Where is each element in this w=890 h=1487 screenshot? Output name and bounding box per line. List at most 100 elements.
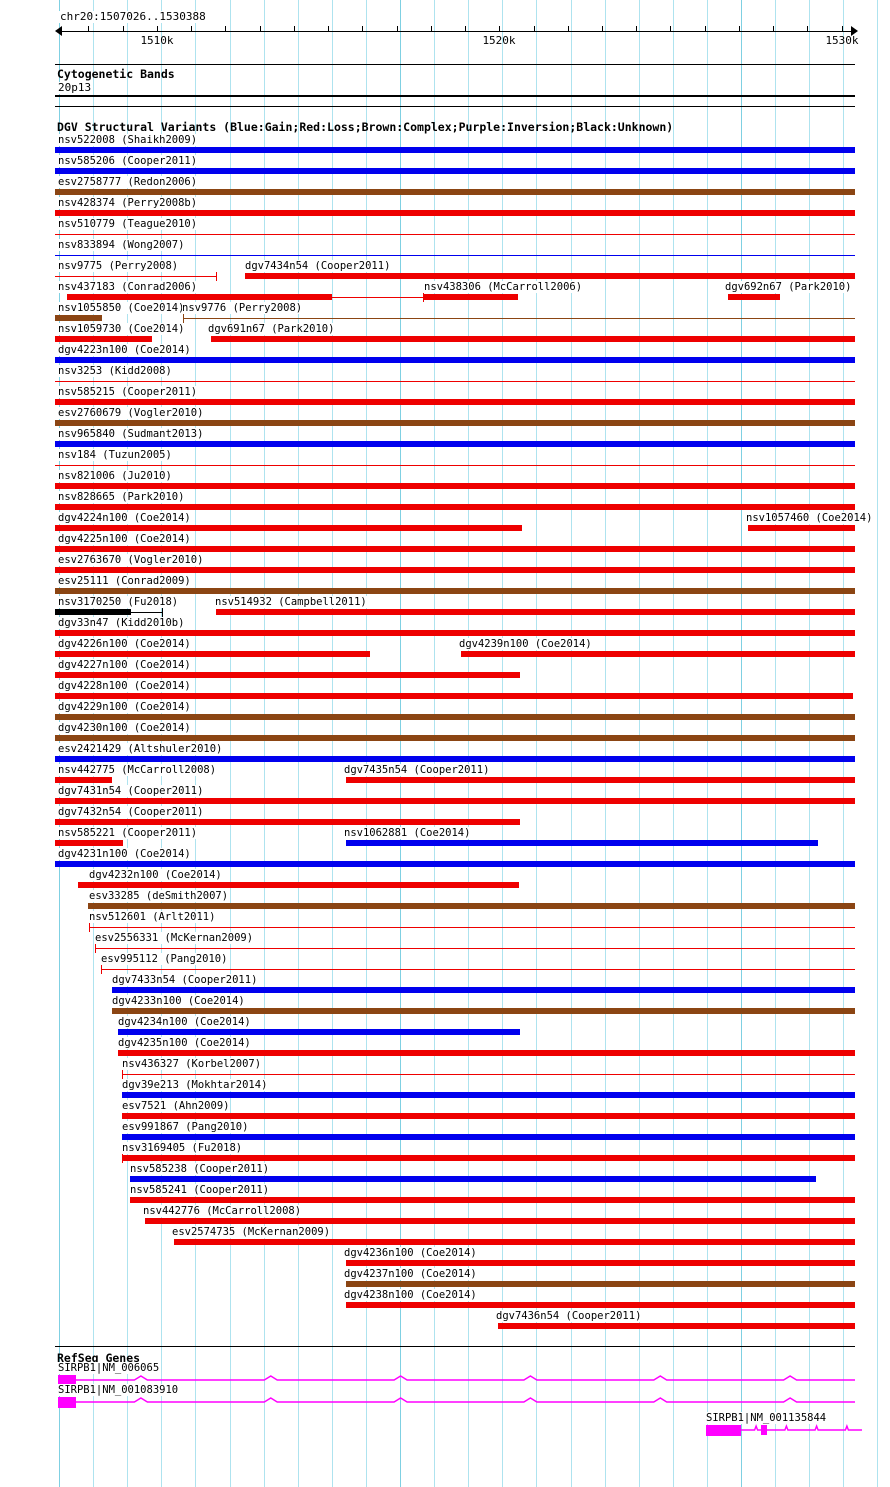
dgv-feature-bar[interactable]	[55, 609, 131, 615]
dgv-feature-label[interactable]: esv25111 (Conrad2009)	[58, 575, 192, 587]
refseq-intron-line[interactable]	[0, 1391, 890, 1413]
dgv-feature-label[interactable]: dgv4234n100 (Coe2014)	[118, 1016, 252, 1028]
dgv-feature-bar[interactable]	[88, 903, 855, 909]
dgv-feature-label[interactable]: dgv33n47 (Kidd2010b)	[58, 617, 186, 629]
dgv-feature-label[interactable]: dgv4225n100 (Coe2014)	[58, 533, 192, 545]
dgv-feature-bar[interactable]	[55, 336, 152, 342]
dgv-feature-label[interactable]: dgv4228n100 (Coe2014)	[58, 680, 192, 692]
dgv-feature-label[interactable]: dgv4236n100 (Coe2014)	[344, 1247, 478, 1259]
dgv-feature-bar[interactable]	[55, 798, 855, 804]
dgv-feature-label[interactable]: nsv1057460 (Coe2014)	[746, 512, 874, 524]
dgv-feature-bar[interactable]	[748, 525, 855, 531]
dgv-feature-label[interactable]: esv2758777 (Redon2006)	[58, 176, 199, 188]
dgv-feature-bar[interactable]	[498, 1323, 855, 1329]
refseq-gene-label[interactable]: SIRPB1|NM_001135844	[706, 1412, 827, 1424]
dgv-feature-label[interactable]: dgv7431n54 (Cooper2011)	[58, 785, 205, 797]
dgv-feature-bar[interactable]	[346, 840, 818, 846]
dgv-feature-bar[interactable]	[55, 441, 855, 447]
dgv-feature-label[interactable]: dgv4235n100 (Coe2014)	[118, 1037, 252, 1049]
dgv-feature-bar[interactable]	[55, 147, 855, 153]
dgv-feature-bar[interactable]	[55, 399, 855, 405]
dgv-feature-bar[interactable]	[424, 294, 518, 300]
dgv-feature-bar[interactable]	[112, 1008, 855, 1014]
dgv-feature-label[interactable]: esv2760679 (Vogler2010)	[58, 407, 205, 419]
dgv-feature-label[interactable]: dgv7435n54 (Cooper2011)	[344, 764, 491, 776]
dgv-feature-bar[interactable]	[346, 1260, 855, 1266]
dgv-feature-bar[interactable]	[55, 189, 855, 195]
dgv-feature-label[interactable]: nsv184 (Tuzun2005)	[58, 449, 173, 461]
dgv-feature-label[interactable]: nsv9775 (Perry2008)	[58, 260, 180, 272]
dgv-feature-bar[interactable]	[118, 1029, 520, 1035]
dgv-feature-label[interactable]: nsv442776 (McCarroll2008)	[143, 1205, 303, 1217]
dgv-feature-label[interactable]: dgv4233n100 (Coe2014)	[112, 995, 246, 1007]
dgv-feature-label[interactable]: esv2574735 (McKernan2009)	[172, 1226, 332, 1238]
dgv-feature-bar[interactable]	[55, 714, 855, 720]
dgv-feature-label[interactable]: dgv4237n100 (Coe2014)	[344, 1268, 478, 1280]
dgv-feature-label[interactable]: nsv3170250 (Fu2018)	[58, 596, 180, 608]
dgv-feature-label[interactable]: esv2556331 (McKernan2009)	[95, 932, 255, 944]
dgv-feature-bar[interactable]	[728, 294, 780, 300]
dgv-feature-label[interactable]: nsv585221 (Cooper2011)	[58, 827, 199, 839]
dgv-feature-bar[interactable]	[55, 588, 855, 594]
dgv-feature-bar[interactable]	[95, 948, 855, 949]
dgv-feature-bar[interactable]	[55, 693, 853, 699]
dgv-feature-bar[interactable]	[131, 612, 163, 613]
dgv-feature-label[interactable]: dgv7432n54 (Cooper2011)	[58, 806, 205, 818]
dgv-feature-label[interactable]: dgv4230n100 (Coe2014)	[58, 722, 192, 734]
refseq-gene-label[interactable]: SIRPB1|NM_001083910	[58, 1384, 179, 1396]
dgv-feature-bar[interactable]	[118, 1050, 855, 1056]
dgv-feature-bar[interactable]	[346, 1302, 855, 1308]
dgv-feature-bar[interactable]	[55, 672, 520, 678]
dgv-feature-bar[interactable]	[55, 777, 112, 783]
dgv-feature-bar[interactable]	[55, 840, 123, 846]
dgv-feature-label[interactable]: nsv510779 (Teague2010)	[58, 218, 199, 230]
dgv-feature-label[interactable]: dgv7434n54 (Cooper2011)	[245, 260, 392, 272]
dgv-feature-label[interactable]: nsv1062881 (Coe2014)	[344, 827, 472, 839]
dgv-feature-label[interactable]: esv2421429 (Altshuler2010)	[58, 743, 224, 755]
refseq-gene-label[interactable]: SIRPB1|NM_006065	[58, 1362, 160, 1374]
dgv-feature-label[interactable]: nsv438306 (McCarroll2006)	[424, 281, 584, 293]
dgv-feature-bar[interactable]	[130, 1176, 816, 1182]
dgv-feature-bar[interactable]	[55, 276, 217, 277]
dgv-feature-label[interactable]: dgv7436n54 (Cooper2011)	[496, 1310, 643, 1322]
dgv-feature-label[interactable]: nsv442775 (McCarroll2008)	[58, 764, 218, 776]
dgv-feature-label[interactable]: esv33285 (deSmith2007)	[89, 890, 230, 902]
dgv-feature-bar[interactable]	[122, 1134, 855, 1140]
dgv-feature-label[interactable]: nsv821006 (Ju2010)	[58, 470, 173, 482]
dgv-feature-label[interactable]: nsv9776 (Perry2008)	[182, 302, 304, 314]
dgv-feature-bar[interactable]	[55, 168, 855, 174]
dgv-feature-label[interactable]: nsv428374 (Perry2008b)	[58, 197, 199, 209]
dgv-feature-bar[interactable]	[55, 525, 522, 531]
dgv-feature-label[interactable]: nsv3169405 (Fu2018)	[122, 1142, 244, 1154]
dgv-feature-bar[interactable]	[55, 210, 855, 216]
dgv-feature-label[interactable]: esv2763670 (Vogler2010)	[58, 554, 205, 566]
dgv-feature-label[interactable]: esv995112 (Pang2010)	[101, 953, 229, 965]
dgv-feature-bar[interactable]	[55, 234, 855, 235]
dgv-feature-label[interactable]: nsv585206 (Cooper2011)	[58, 155, 199, 167]
dgv-feature-label[interactable]: dgv4238n100 (Coe2014)	[344, 1289, 478, 1301]
dgv-feature-label[interactable]: esv7521 (Ahn2009)	[122, 1100, 231, 1112]
dgv-feature-bar[interactable]	[55, 861, 855, 867]
dgv-feature-label[interactable]: nsv828665 (Park2010)	[58, 491, 186, 503]
dgv-feature-bar[interactable]	[346, 1281, 855, 1287]
dgv-feature-label[interactable]: dgv4231n100 (Coe2014)	[58, 848, 192, 860]
dgv-feature-bar[interactable]	[216, 609, 855, 615]
refseq-exon[interactable]	[58, 1374, 76, 1386]
dgv-feature-label[interactable]: dgv4239n100 (Coe2014)	[459, 638, 593, 650]
dgv-feature-bar[interactable]	[55, 651, 370, 657]
dgv-feature-bar[interactable]	[211, 336, 855, 342]
dgv-feature-label[interactable]: dgv4224n100 (Coe2014)	[58, 512, 192, 524]
dgv-feature-label[interactable]: nsv512601 (Arlt2011)	[89, 911, 217, 923]
dgv-feature-bar[interactable]	[112, 987, 855, 993]
dgv-feature-bar[interactable]	[55, 504, 855, 510]
dgv-feature-bar[interactable]	[55, 420, 855, 426]
dgv-feature-bar[interactable]	[55, 819, 520, 825]
dgv-feature-bar[interactable]	[55, 315, 102, 321]
dgv-feature-label[interactable]: nsv1059730 (Coe2014)	[58, 323, 186, 335]
dgv-feature-bar[interactable]	[183, 318, 855, 319]
dgv-feature-bar[interactable]	[55, 381, 855, 382]
dgv-feature-bar[interactable]	[55, 255, 855, 256]
dgv-feature-bar[interactable]	[122, 1092, 855, 1098]
dgv-feature-label[interactable]: dgv4226n100 (Coe2014)	[58, 638, 192, 650]
cytoband-label[interactable]: 20p13	[58, 81, 92, 94]
